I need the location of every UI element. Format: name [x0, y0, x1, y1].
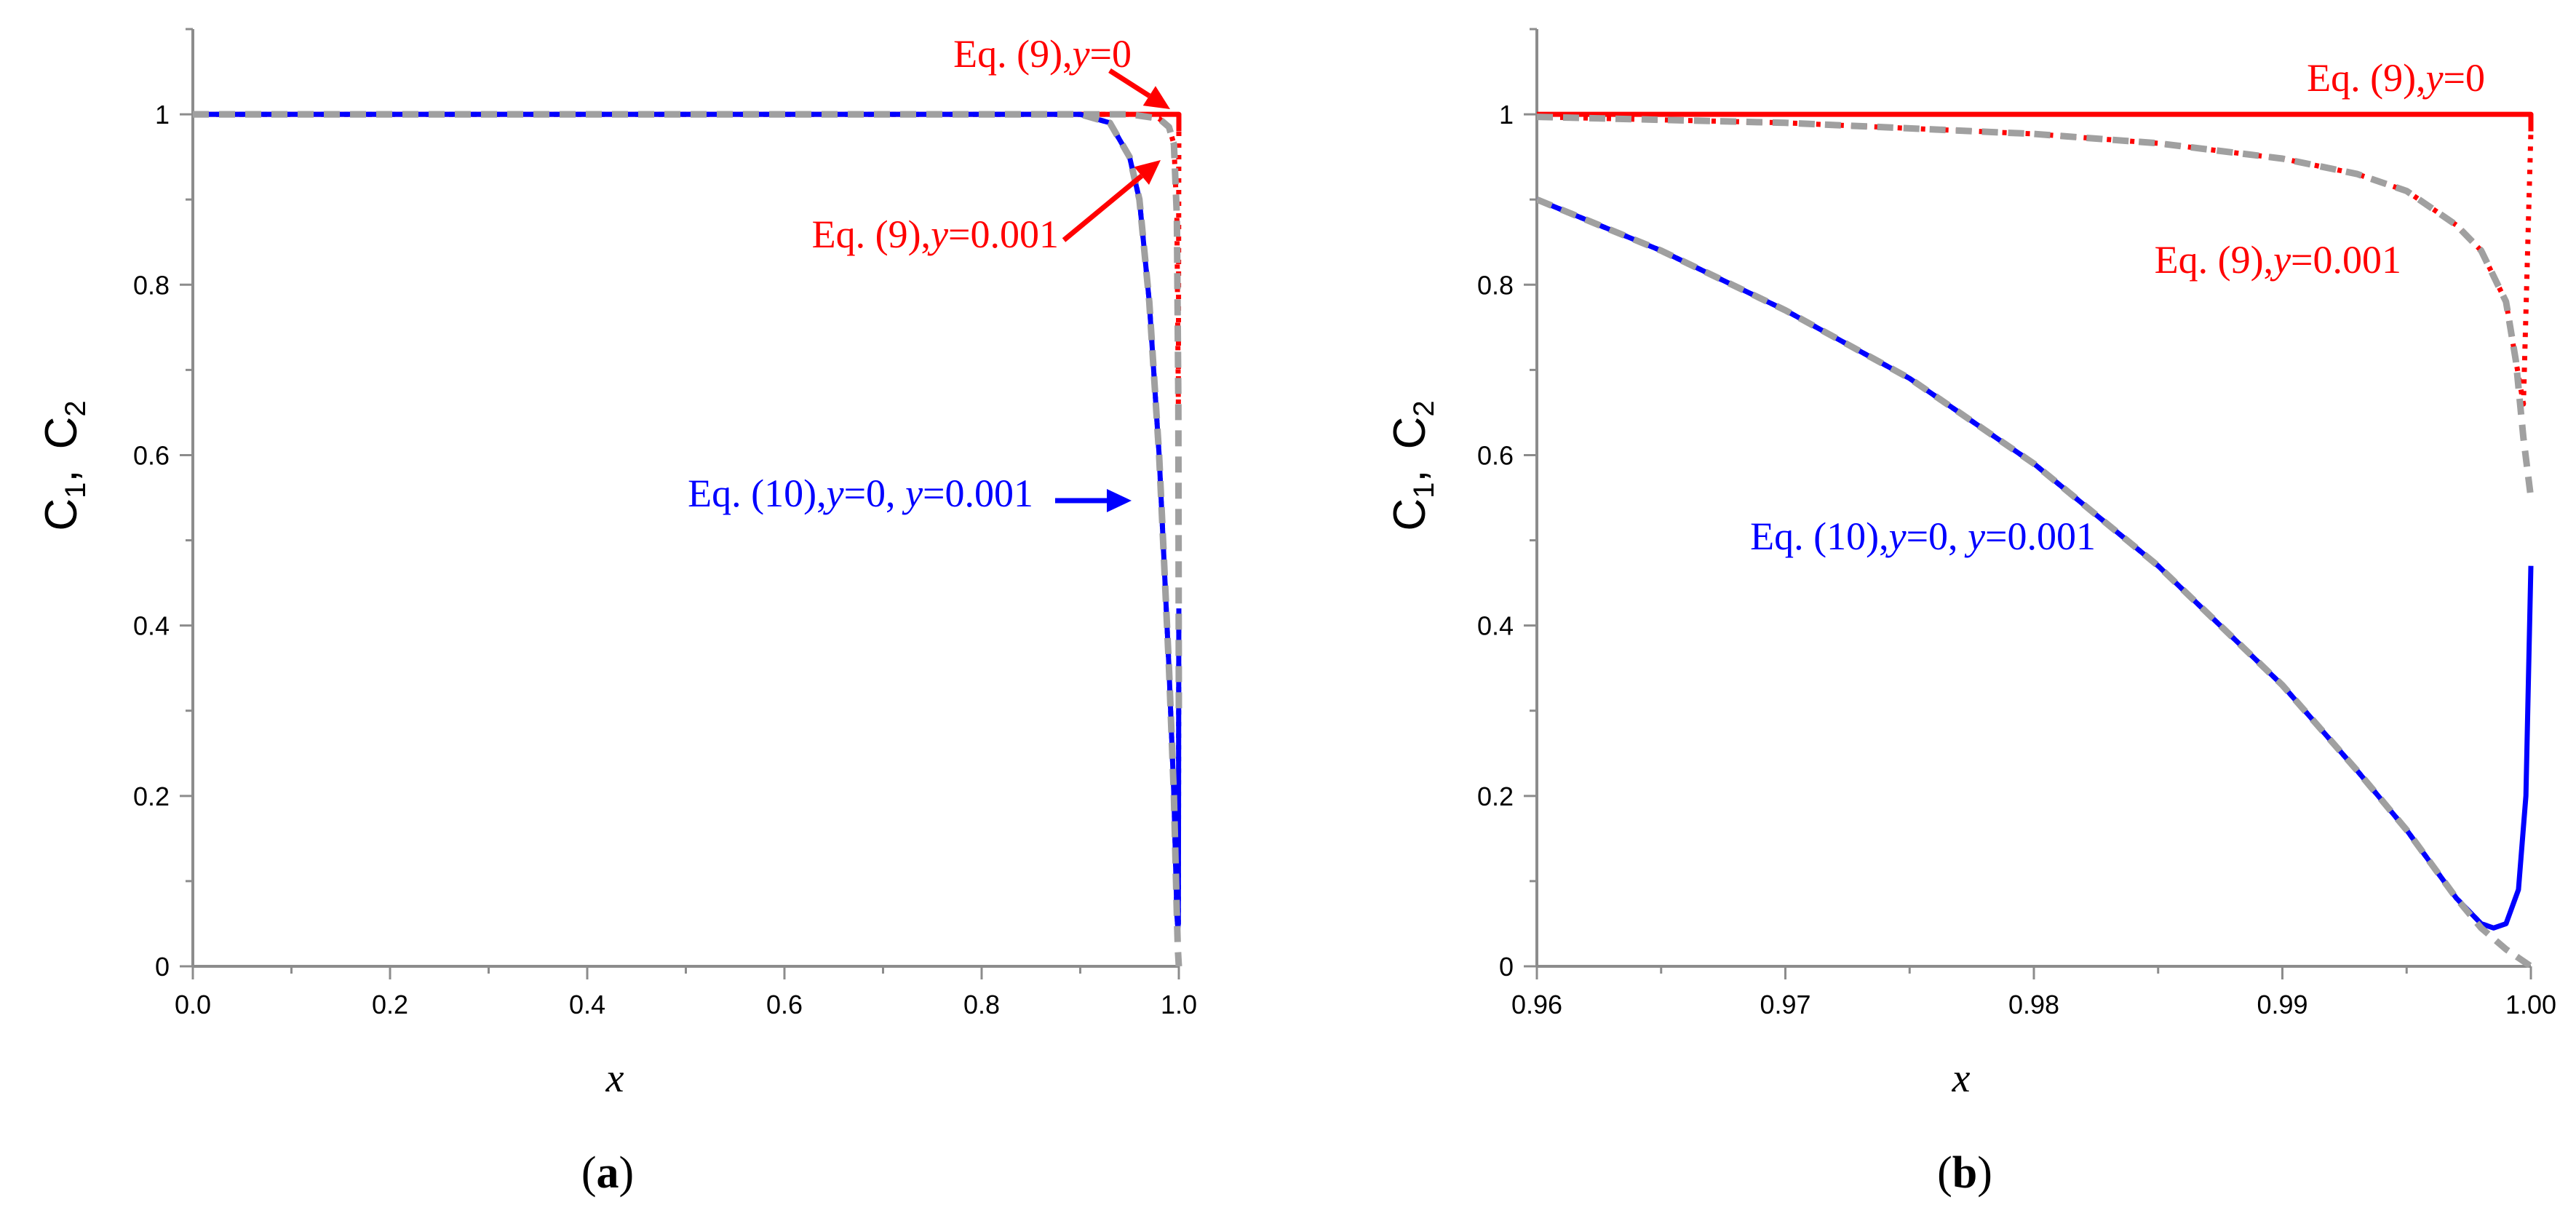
chart-panel-a: 0 0.2 0.4 0.6 0.8 1 0.0 0.2 0.4 0.6 0.8 1.0 Eq. (9),…	[36, 28, 1197, 1198]
annotation-eq9-y0: Eq. (9),y=0	[953, 32, 1132, 76]
y-axis-label-part-ylabel_main: C	[36, 417, 87, 450]
caption-letter: a	[597, 1148, 619, 1198]
series-line-red-solid-0	[1537, 111, 2534, 132]
annotation-part-sep	[1958, 514, 1968, 558]
y-axis-label-part-ylabel_main: C	[1385, 417, 1435, 450]
x-tick-label: 0.99	[2257, 990, 2307, 1019]
x-axis-label: x	[1952, 1056, 1971, 1101]
annotation-arrow-head	[1107, 489, 1132, 512]
caption-close-paren: )	[619, 1148, 635, 1198]
caption-open-paren: (	[581, 1148, 597, 1198]
y-tick-label: 0.2	[133, 781, 170, 811]
y-tick-label: 1	[1499, 100, 1514, 130]
x-tick-label: 1.00	[2505, 990, 2556, 1019]
caption-letter: b	[1952, 1148, 1977, 1198]
chart-panel-b: 0 0.2 0.4 0.6 0.8 1 0.96 0.97 0.98 0.99 1.00 Eq. (9…	[1385, 28, 2556, 1198]
y-axis-label: C1,C2	[36, 400, 92, 530]
series-line-gray-dashed-4	[1537, 114, 2535, 498]
x-tick-label: 0.2	[372, 990, 408, 1019]
y-tick-label: 0.2	[1477, 781, 1514, 811]
y-axis-label-part-ylabel_sub1: 1	[60, 482, 92, 498]
x-tick-label: 0.97	[1760, 990, 1810, 1019]
caption-open-paren: (	[1937, 1148, 1952, 1198]
y-tick-label: 0	[1499, 952, 1514, 982]
annotation-arrow-line	[1108, 68, 1151, 98]
y-tick-label: 0.6	[133, 440, 170, 470]
annotation-part-prefix: Eq. (9),	[2155, 238, 2273, 282]
annotation-part-var2: y	[902, 472, 923, 515]
annotation-eq10: Eq. (10),y=0, y=0.001	[1750, 514, 2096, 558]
annotation-part-var1: y	[823, 472, 844, 515]
annotation-part-prefix: Eq. (9),	[953, 32, 1072, 76]
annotation-part-var1: y	[2422, 56, 2444, 100]
y-tick-label: 0.8	[133, 270, 170, 300]
annotation-part-eq1: =0	[2444, 56, 2485, 100]
y-axis-label-part-ylabel_sub2: 2	[1408, 400, 1440, 416]
annotation-arrow-head	[1142, 86, 1170, 109]
y-axis-label-part-ylabel_main: C	[36, 498, 87, 531]
y-axis-label-part-ylabel_sep: ,	[36, 469, 87, 482]
panel-caption: (b)	[1937, 1148, 1992, 1198]
annotation-part-eq2: =0.001	[923, 472, 1033, 515]
annotation-eq10: Eq. (10),y=0, y=0.001	[688, 472, 1033, 515]
annotation-part-eq1: =0	[1090, 32, 1132, 76]
annotation-arrow-head	[1134, 160, 1161, 185]
series-group	[1537, 111, 2535, 968]
caption-close-paren: )	[1977, 1148, 1992, 1198]
y-axis-label-part-ylabel_main: C	[1385, 498, 1435, 531]
annotation-eq9-y0001: Eq. (9),y=0.001	[812, 212, 1059, 256]
y-axis-label-part-ylabel_sub1: 1	[1408, 482, 1440, 498]
y-tick-label: 0	[155, 952, 170, 982]
annotation-part-prefix: Eq. (10),	[688, 472, 826, 515]
y-tick-label: 0.4	[1477, 611, 1514, 641]
y-axis-label-part-ylabel_sep: ,	[1385, 469, 1435, 482]
annotation-part-var2: y	[1964, 514, 1985, 558]
annotation-part-var1: y	[927, 212, 948, 256]
series-line-gray-dashed-5	[193, 111, 1182, 967]
panel-caption: (a)	[581, 1148, 634, 1198]
series-group	[193, 111, 1182, 967]
y-tick-label: 1	[155, 100, 170, 130]
annotation-part-prefix: Eq. (9),	[2307, 56, 2425, 100]
x-tick-label: 0.98	[2008, 990, 2059, 1019]
y-tick-label: 0.4	[133, 611, 170, 641]
annotation-part-sep	[896, 472, 906, 515]
x-tick-label: 0.4	[569, 990, 605, 1019]
x-tick-label: 1.0	[1161, 990, 1197, 1019]
annotation-part-var1: y	[1069, 32, 1090, 76]
x-tick-label: 0.6	[766, 990, 803, 1019]
y-tick-label: 0.8	[1477, 270, 1514, 300]
annotation-part-eq1: =0,	[1907, 514, 1958, 558]
annotation-eq9-y0: Eq. (9),y=0	[2307, 56, 2485, 100]
annotation-part-eq1: =0,	[844, 472, 896, 515]
annotation-part-eq1: =0.001	[2291, 238, 2401, 282]
series-line-gray-dashed-5	[1537, 196, 2533, 968]
annotation-part-eq1: =0.001	[948, 212, 1059, 256]
annotation-arrow-line	[1062, 173, 1144, 242]
annotation-part-var1: y	[1885, 514, 1907, 558]
y-axis-label-part-ylabel_sub2: 2	[60, 400, 92, 416]
y-axis-label: C1,C2	[1385, 400, 1440, 530]
x-tick-label: 0.96	[1511, 990, 1562, 1019]
annotation-part-prefix: Eq. (10),	[1750, 514, 1888, 558]
y-tick-label: 0.6	[1477, 440, 1514, 470]
x-tick-label: 0.0	[175, 990, 211, 1019]
annotation-part-var1: y	[2270, 238, 2291, 282]
x-axis-label: x	[605, 1056, 624, 1101]
annotation-part-prefix: Eq. (9),	[812, 212, 931, 256]
annotation-part-eq2: =0.001	[1985, 514, 2096, 558]
annotation-eq9-y0001: Eq. (9),y=0.001	[2155, 238, 2401, 282]
x-tick-label: 0.8	[963, 990, 1000, 1019]
